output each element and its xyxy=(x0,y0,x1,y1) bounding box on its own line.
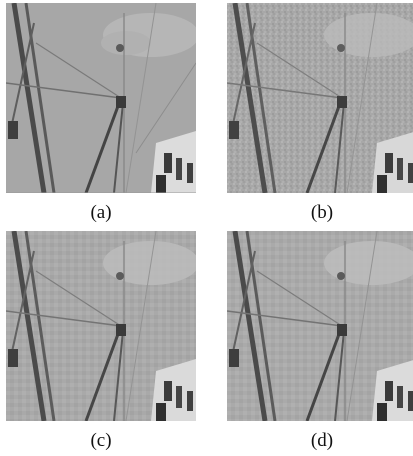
caption-c: (c) xyxy=(90,430,112,451)
caption-d: (d) xyxy=(310,430,334,451)
boat-mast-image-d xyxy=(227,231,413,421)
image-panel-b xyxy=(227,3,413,193)
caption-a: (a) xyxy=(90,202,112,223)
boat-mast-image-b xyxy=(227,3,413,193)
boat-mast-image-c xyxy=(6,231,196,421)
image-panel-a xyxy=(6,3,196,193)
caption-b: (b) xyxy=(310,202,334,223)
image-panel-c xyxy=(6,231,196,421)
boat-mast-image-a xyxy=(6,3,196,193)
image-panel-d xyxy=(227,231,413,421)
